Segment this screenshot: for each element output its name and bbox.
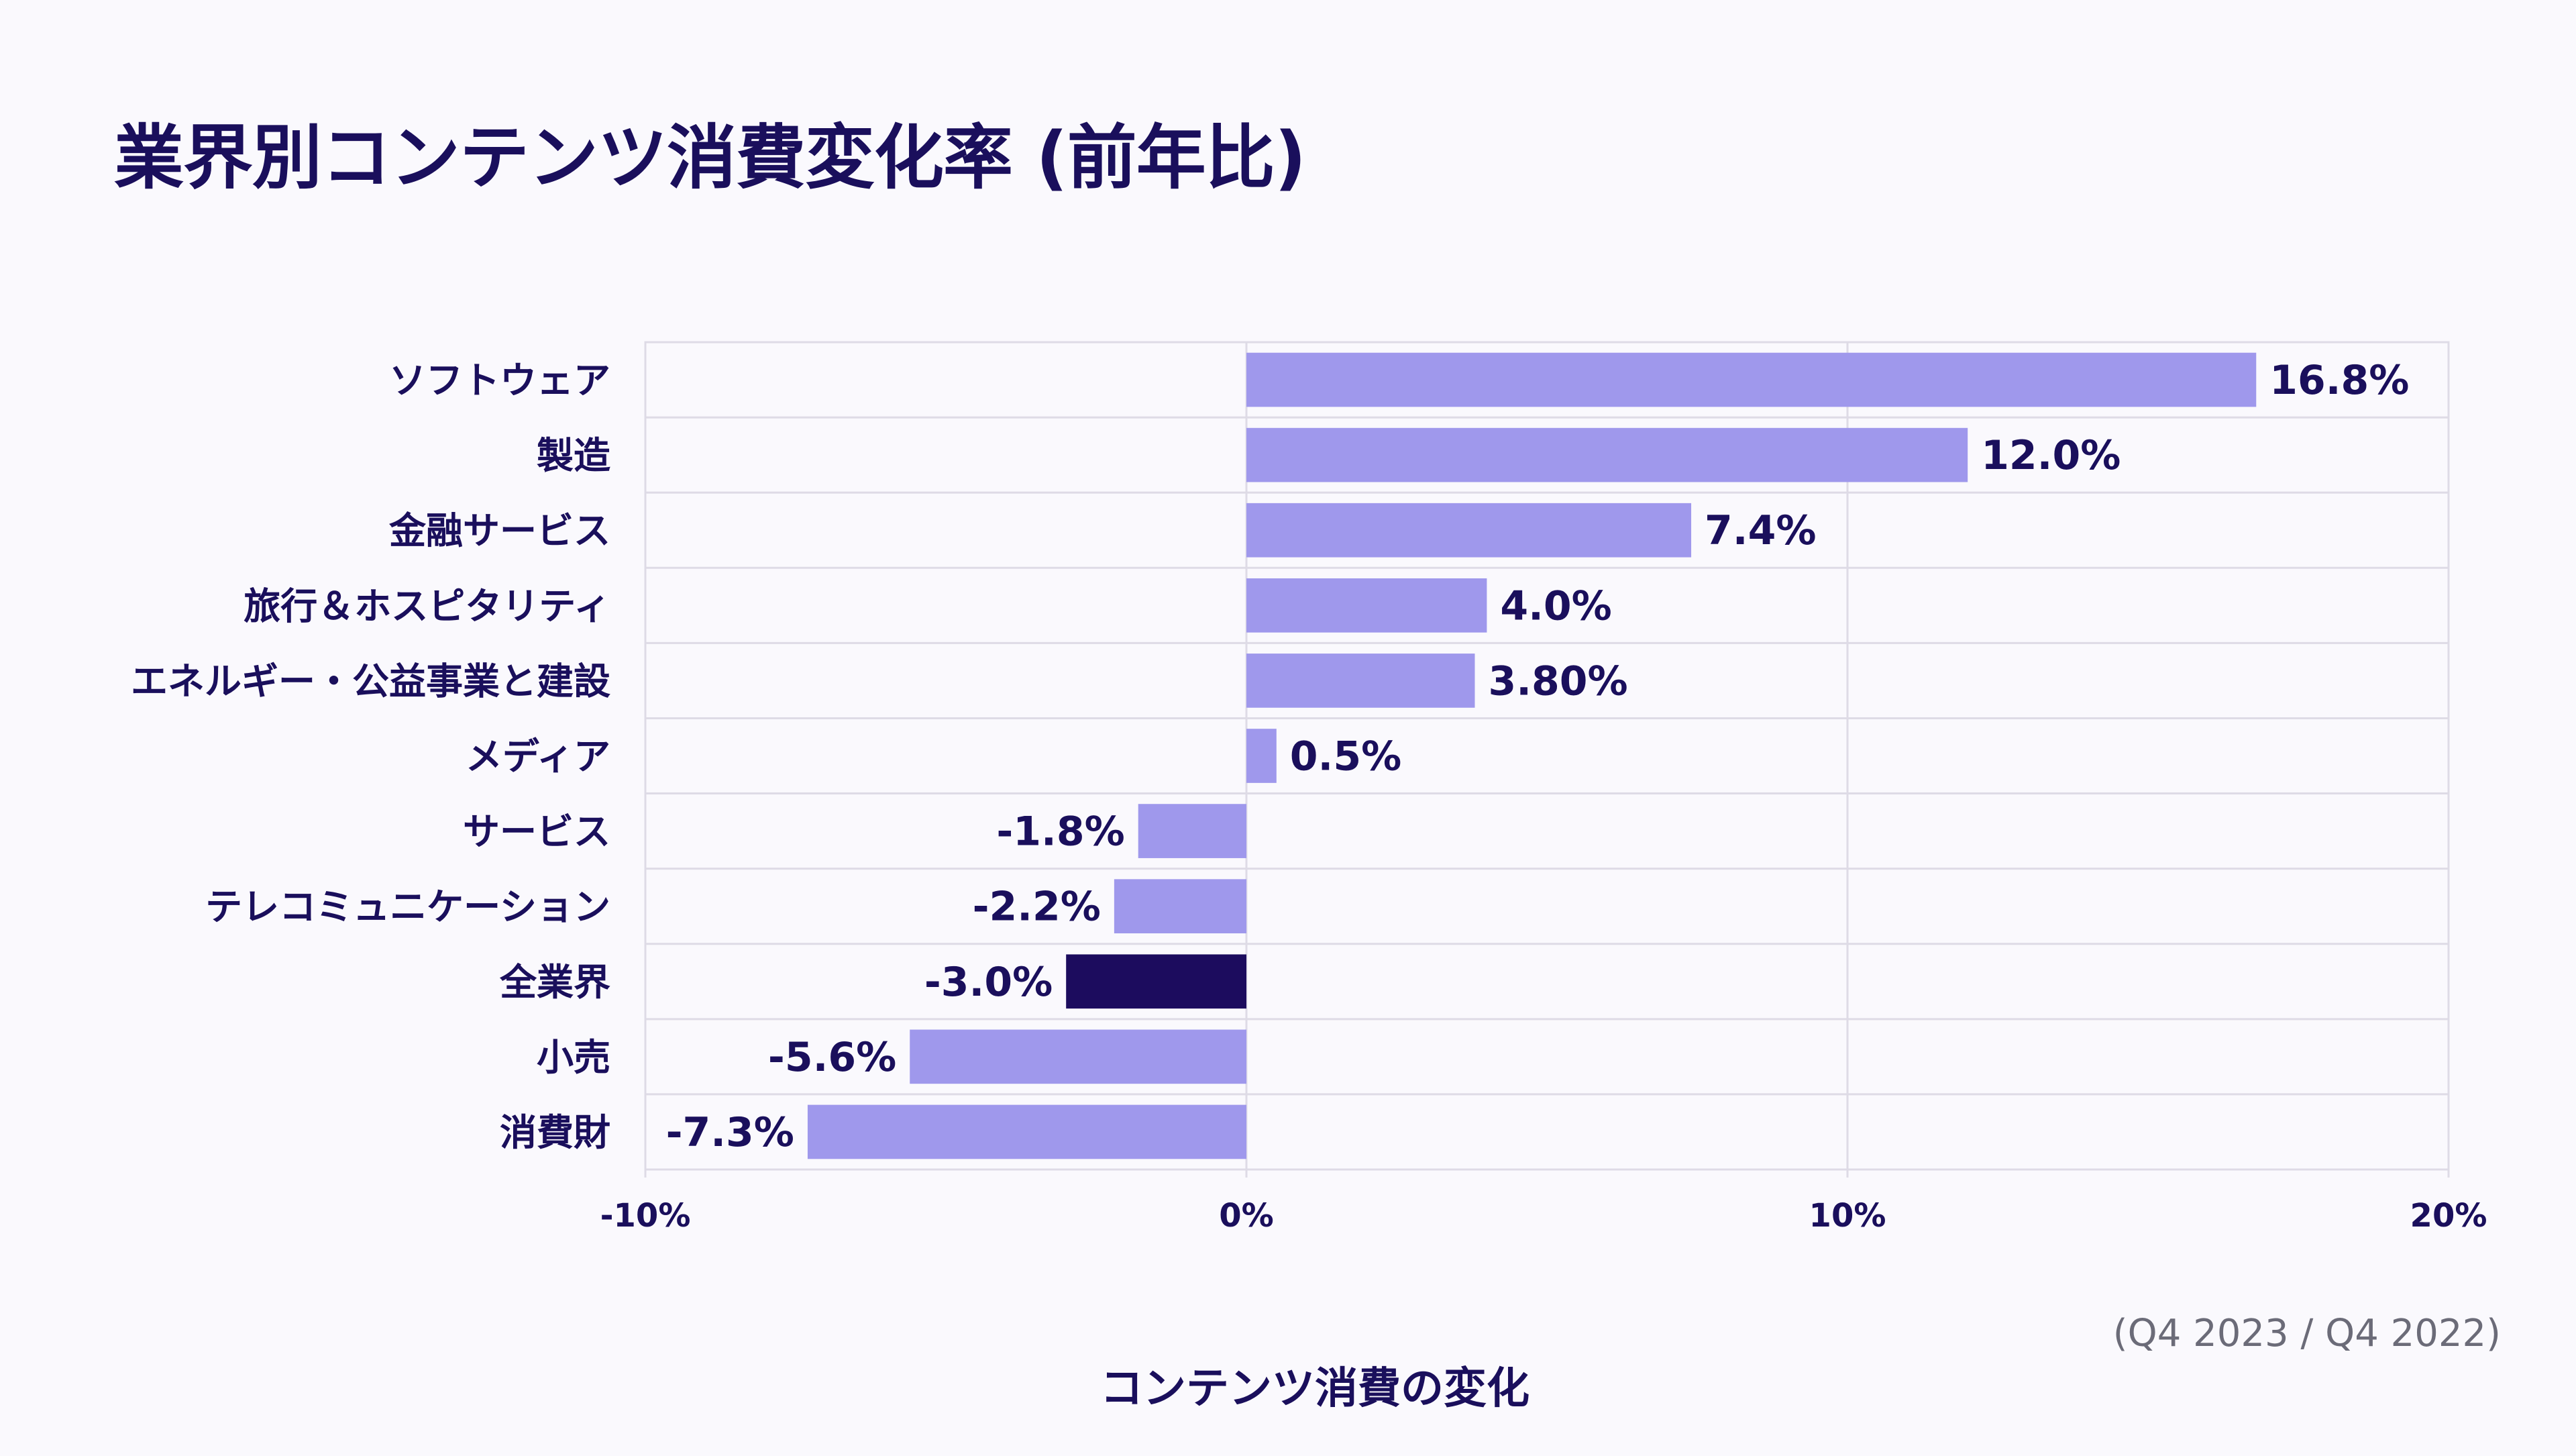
bar — [1246, 729, 1277, 783]
category-label: 製造 — [537, 434, 610, 477]
data-label: 16.8% — [2269, 357, 2409, 404]
category-label: 金融サービス — [389, 509, 610, 552]
bar — [1246, 427, 1968, 482]
category-label: エネルギー・公益事業と建設 — [131, 660, 610, 703]
x-tick-label: 10% — [1809, 1197, 1886, 1235]
x-tick-label: -10% — [600, 1197, 691, 1235]
data-label: -3.0% — [924, 959, 1053, 1006]
bar — [1246, 654, 1475, 708]
data-label: -5.6% — [768, 1034, 896, 1081]
bar — [1246, 578, 1487, 633]
data-label: 4.0% — [1500, 582, 1611, 629]
x-tick-label: 20% — [2410, 1197, 2487, 1235]
x-axis-label: コンテンツ消費の変化 — [1100, 1364, 1529, 1414]
category-label: テレコミュニケーション — [205, 886, 610, 929]
bar — [910, 1029, 1246, 1084]
data-label: 0.5% — [1290, 733, 1401, 780]
chart-title: 業界別コンテンツ消費変化率 (前年比) — [114, 117, 1306, 199]
period-note: (Q4 2023 / Q4 2022) — [2112, 1312, 2501, 1355]
data-label: -2.2% — [973, 884, 1101, 931]
highlight-bar — [1066, 954, 1246, 1009]
category-label: メディア — [466, 735, 610, 778]
category-label: 全業界 — [499, 961, 610, 1004]
category-label: 消費財 — [500, 1111, 610, 1154]
data-label: -7.3% — [666, 1109, 794, 1156]
category-label: サービス — [463, 811, 610, 853]
bar — [807, 1104, 1246, 1159]
data-label: -1.8% — [996, 809, 1124, 855]
bar — [1246, 352, 2257, 407]
bar — [1138, 804, 1246, 858]
data-label: 3.80% — [1488, 658, 1627, 705]
bar — [1246, 503, 1692, 558]
x-tick-label: 0% — [1219, 1197, 1274, 1235]
bar — [1114, 879, 1246, 934]
category-label: ソフトウェア — [389, 359, 610, 402]
category-label: 小売 — [537, 1036, 610, 1079]
data-label: 7.4% — [1705, 507, 1816, 554]
data-label: 12.0% — [1981, 432, 2121, 479]
category-label: 旅行＆ホスピタリティ — [244, 584, 610, 627]
